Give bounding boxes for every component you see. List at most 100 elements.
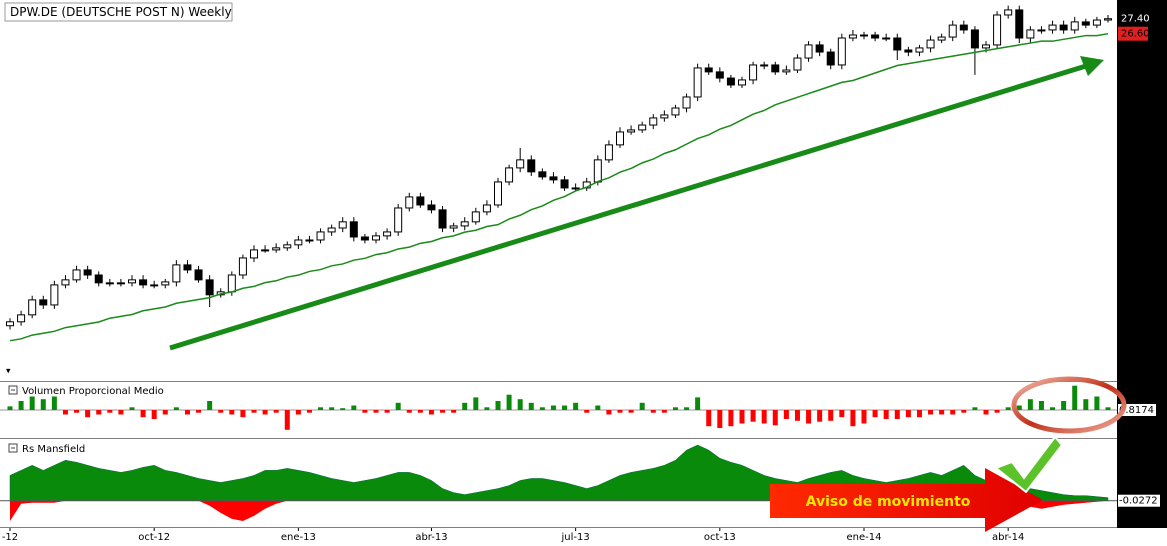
volume-bar xyxy=(74,410,80,413)
x-tick-label: oct-12 xyxy=(138,532,170,543)
candle-body xyxy=(227,274,236,293)
candle-body xyxy=(205,279,214,296)
volume-bar xyxy=(40,399,46,410)
volume-bar xyxy=(295,410,301,415)
volume-bar xyxy=(828,410,834,421)
pane-value-label: -0.0272 xyxy=(1119,496,1158,507)
candle-body xyxy=(549,176,558,181)
candle-body xyxy=(638,124,647,131)
volume-bar xyxy=(118,410,124,415)
candle-body xyxy=(738,79,746,86)
candle-body xyxy=(871,34,880,39)
volume-bar xyxy=(1094,396,1100,410)
candle-body xyxy=(571,187,580,190)
candle-body xyxy=(1026,29,1035,39)
candle-body xyxy=(372,235,380,241)
volume-bar xyxy=(1072,385,1078,410)
volume-bar xyxy=(850,410,856,427)
volume-bar xyxy=(994,410,1000,413)
candle-body xyxy=(771,64,780,73)
volume-bar xyxy=(151,410,157,419)
candle-body xyxy=(982,44,990,49)
volume-bar xyxy=(928,410,934,415)
candle-body xyxy=(183,264,192,271)
candle-body xyxy=(405,196,414,209)
volume-bar xyxy=(251,410,257,413)
candle-body xyxy=(338,221,347,229)
volume-bar xyxy=(318,407,324,410)
candle-body xyxy=(649,117,658,126)
candle-body xyxy=(383,231,392,237)
candle-body xyxy=(50,284,59,306)
volume-bar xyxy=(218,410,224,413)
price-label-box xyxy=(1118,26,1148,41)
candle-body xyxy=(726,77,735,86)
volume-bar xyxy=(1016,405,1022,410)
volume-bar xyxy=(961,410,967,413)
volume-bar xyxy=(240,410,246,418)
volume-bar xyxy=(817,410,823,422)
volume-bar xyxy=(894,410,900,419)
volume-bar xyxy=(916,410,922,418)
candle-body xyxy=(471,211,480,223)
volume-bar xyxy=(162,410,168,415)
candle-body xyxy=(139,279,148,286)
volume-bar xyxy=(440,410,446,413)
volume-bar xyxy=(351,405,357,410)
x-tick-label: ene-14 xyxy=(847,532,882,543)
candle-body xyxy=(449,225,458,229)
candle-body xyxy=(793,57,802,71)
candle-body xyxy=(782,69,791,73)
volume-bar xyxy=(684,407,690,410)
volume-bar xyxy=(428,410,434,415)
check-mark xyxy=(994,435,1064,494)
volume-bar xyxy=(706,410,712,427)
volume-bar xyxy=(794,410,800,421)
volume-bar xyxy=(883,410,889,419)
volume-bar xyxy=(184,410,190,415)
volume-bar xyxy=(939,410,945,415)
volume-bar xyxy=(495,401,501,410)
candle-body xyxy=(760,64,769,67)
candle-body xyxy=(671,107,680,116)
volume-bar xyxy=(695,397,701,410)
candle-body xyxy=(627,129,636,133)
x-tick-label: abr-13 xyxy=(415,532,447,543)
candle-body xyxy=(427,204,436,211)
candle-body xyxy=(893,37,902,51)
candle-body xyxy=(915,47,924,53)
candle-body xyxy=(948,24,957,38)
candle-body xyxy=(1070,21,1079,31)
candle-body xyxy=(593,159,602,183)
volume-bar xyxy=(384,410,390,413)
candle-body xyxy=(516,159,525,169)
annotations: Aviso de movimiento xyxy=(169,56,1127,532)
candle-body xyxy=(128,279,136,284)
candle-body xyxy=(360,236,369,241)
volume-bar xyxy=(617,410,623,413)
candle-body xyxy=(616,131,624,146)
volume-bar xyxy=(96,410,102,415)
volume-bar xyxy=(62,410,68,415)
volume-bar xyxy=(562,405,568,410)
candle-body xyxy=(882,37,891,40)
volume-bar xyxy=(451,410,457,413)
volume-bar xyxy=(606,410,612,415)
candle-body xyxy=(959,24,968,31)
candle-body xyxy=(704,67,713,73)
x-tick-label: abr-14 xyxy=(992,532,1024,543)
candle-body xyxy=(150,284,159,287)
volume-bar xyxy=(173,407,179,410)
volume-bar xyxy=(1083,399,1089,410)
candle-body xyxy=(238,257,247,276)
volume-bar xyxy=(140,410,146,418)
candle-body xyxy=(83,269,92,276)
candle-body xyxy=(261,249,270,252)
candle-body xyxy=(105,282,114,285)
volume-bar xyxy=(484,407,490,410)
volume-bar xyxy=(806,410,812,424)
candle-body xyxy=(1092,19,1101,26)
candle-body xyxy=(283,244,292,249)
candle-body xyxy=(17,314,26,323)
